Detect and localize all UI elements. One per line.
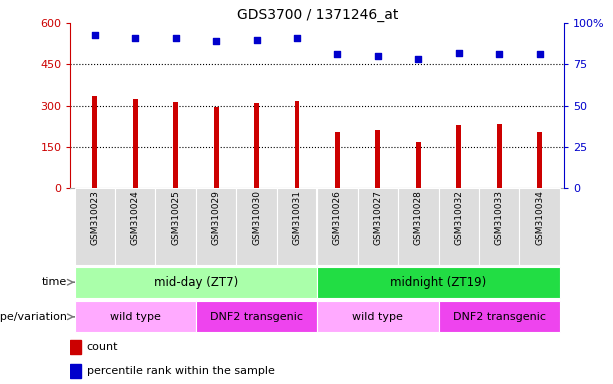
Bar [254, 103, 259, 188]
Text: GSM310030: GSM310030 [252, 190, 261, 245]
Point [413, 56, 423, 63]
Text: GSM310023: GSM310023 [90, 190, 99, 245]
Bar [318, 301, 438, 332]
Text: GSM310026: GSM310026 [333, 190, 342, 245]
Point [171, 35, 181, 41]
Point [131, 35, 140, 41]
Bar [376, 129, 380, 188]
Bar [438, 188, 479, 265]
Title: GDS3700 / 1371246_at: GDS3700 / 1371246_at [237, 8, 398, 22]
Text: GSM310031: GSM310031 [292, 190, 302, 245]
Bar [214, 107, 219, 188]
Text: GSM310027: GSM310027 [373, 190, 383, 245]
Bar [318, 188, 357, 265]
Point [494, 51, 504, 58]
Bar [398, 188, 438, 265]
Text: time: time [42, 277, 67, 287]
Bar [70, 340, 81, 354]
Bar [75, 188, 115, 265]
Text: GSM310032: GSM310032 [454, 190, 463, 245]
Point [373, 53, 383, 59]
Point [211, 38, 221, 44]
Text: genotype/variation: genotype/variation [0, 312, 67, 322]
Bar [416, 142, 421, 188]
Bar [438, 301, 560, 332]
Bar [237, 188, 277, 265]
Text: DNF2 transgenic: DNF2 transgenic [453, 312, 546, 322]
Point [332, 51, 342, 58]
Bar [70, 364, 81, 378]
Bar [133, 99, 138, 188]
Bar [93, 96, 97, 188]
Point [454, 50, 463, 56]
Bar [75, 267, 318, 298]
Bar [456, 126, 461, 188]
Bar [173, 102, 178, 188]
Bar [537, 132, 542, 188]
Text: count: count [87, 342, 118, 352]
Bar [277, 188, 318, 265]
Bar [75, 301, 196, 332]
Bar [115, 188, 156, 265]
Bar [156, 188, 196, 265]
Bar [196, 301, 318, 332]
Text: wild type: wild type [352, 312, 403, 322]
Bar [519, 188, 560, 265]
Text: GSM310025: GSM310025 [171, 190, 180, 245]
Text: GSM310029: GSM310029 [211, 190, 221, 245]
Bar [295, 101, 299, 188]
Bar [497, 124, 501, 188]
Text: percentile rank within the sample: percentile rank within the sample [87, 366, 275, 376]
Point [90, 31, 100, 38]
Bar [318, 267, 560, 298]
Text: wild type: wild type [110, 312, 161, 322]
Text: mid-day (ZT7): mid-day (ZT7) [154, 276, 238, 289]
Text: GSM310028: GSM310028 [414, 190, 423, 245]
Text: DNF2 transgenic: DNF2 transgenic [210, 312, 303, 322]
Text: GSM310034: GSM310034 [535, 190, 544, 245]
Point [292, 35, 302, 41]
Point [535, 51, 544, 58]
Bar [335, 132, 340, 188]
Text: GSM310033: GSM310033 [495, 190, 504, 245]
Bar [196, 188, 237, 265]
Point [252, 36, 262, 43]
Text: GSM310024: GSM310024 [131, 190, 140, 245]
Text: midnight (ZT19): midnight (ZT19) [390, 276, 487, 289]
Bar [479, 188, 519, 265]
Bar [357, 188, 398, 265]
